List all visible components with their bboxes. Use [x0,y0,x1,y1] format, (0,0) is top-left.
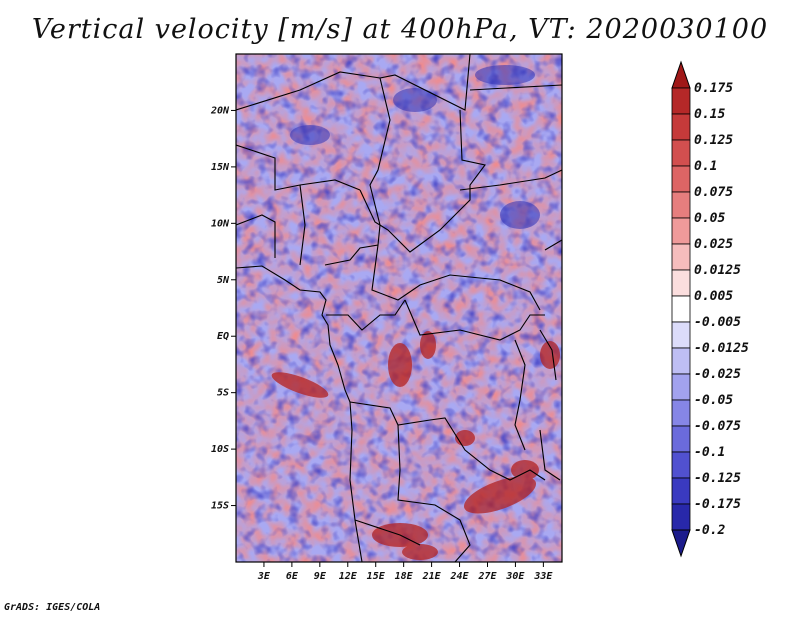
x-tick-label: 24E [450,571,470,582]
y-tick-label: 15N [211,162,230,173]
x-tick-label: 3E [257,571,271,582]
colorbar-segment [671,191,691,219]
y-tick-label: 20N [210,105,230,116]
y-tick-label: 15S [211,501,229,512]
x-tick-label: 18E [395,571,414,582]
colorbar-label: -0.1 [694,445,725,460]
colorbar-segment [671,87,691,115]
y-tick-label: EQ [217,331,229,342]
colorbar-label: 0.1 [694,159,717,174]
y-tick-label: 5S [217,388,229,399]
colorbar-segment [671,139,691,167]
plot-title: Vertical velocity [m/s] at 400hPa, VT: 2… [31,14,769,45]
colorbar-label: 0.15 [694,107,725,122]
colorbar-segment [671,165,691,193]
colorbar-segment [671,269,691,297]
colorbar-segment [671,113,691,141]
colorbar-label: 0.175 [694,81,733,96]
colorbar-label: -0.125 [694,471,741,486]
x-tick-label: 30E [505,571,525,582]
map-frame [235,53,563,563]
strong-ascent-patches [271,331,560,560]
colorbar-label: 0.075 [694,185,733,200]
y-tick-label: 10S [211,444,229,455]
colorbar-label: 0.025 [694,237,733,252]
colorbar-segment [671,503,691,531]
y-axis-ticks: 20N 15N 10N 5N EQ 5S 10S 15S [210,105,236,512]
colorbar-segment [671,373,691,401]
colorbar-segment [671,243,691,271]
x-tick-label: 12E [339,571,358,582]
x-tick-label: 6E [286,571,299,582]
colorbar-segment [671,399,691,427]
colorbar-label: -0.2 [694,523,725,538]
y-tick-label: 10N [211,218,230,229]
grads-credit: GrADS: IGES/COLA [4,602,101,613]
colorbar-label: -0.0125 [694,341,749,356]
colorbar: 0.175 0.15 0.125 0.1 0.075 0.05 0.025 0.0125 0.0… [671,60,749,558]
x-axis-ticks: 3E 6E 9E 12E 15E 18E 21E 24E 27E 30E 33E [257,562,553,582]
x-tick-label: 9E [314,571,327,582]
x-tick-label: 27E [477,571,497,582]
colorbar-label: -0.005 [694,315,741,330]
colorbar-label: -0.025 [694,367,741,382]
colorbar-label: 0.005 [694,289,733,304]
colorbar-bottom-arrow [671,529,691,558]
colorbar-segment [671,425,691,453]
colorbar-label: 0.0125 [694,263,741,278]
colorbar-label: -0.075 [694,419,741,434]
colorbar-label: -0.175 [694,497,741,512]
colorbar-top-arrow [671,60,691,89]
x-tick-label: 15E [367,571,386,582]
colorbar-segment [671,217,691,245]
colorbar-label: -0.05 [694,393,733,408]
country-borders [236,54,562,562]
x-tick-label: 21E [422,571,442,582]
colorbar-segment [671,321,691,349]
x-tick-label: 33E [533,571,553,582]
colorbar-segment [671,295,691,323]
vertical-velocity-field [236,54,562,562]
colorbar-segment [671,347,691,375]
y-tick-label: 5N [217,275,230,286]
colorbar-segment [671,477,691,505]
colorbar-label: 0.05 [694,211,725,226]
colorbar-label: 0.125 [694,133,733,148]
strong-descent-patches [290,65,540,229]
colorbar-segment [671,451,691,479]
